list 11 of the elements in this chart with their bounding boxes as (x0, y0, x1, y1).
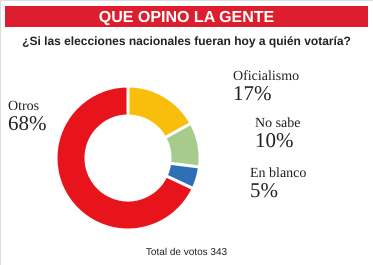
slice-label: En blanco (250, 166, 306, 181)
data-label: 68% (8, 111, 46, 135)
slice-label: No sabe (255, 116, 300, 131)
chart-subtitle: ¿Si las elecciones nacionales fueran hoy a quién votaría? (22, 34, 351, 48)
slice-label: Oficialismo (233, 69, 300, 84)
data-label: 5% (250, 178, 278, 202)
slice-label: Otros (8, 99, 40, 114)
text: Total de votos 343 (146, 247, 228, 258)
data-label: 10% (255, 128, 294, 152)
data-label: 17% (233, 81, 272, 105)
chart-title: QUE OPINO LA GENTE (98, 9, 275, 26)
